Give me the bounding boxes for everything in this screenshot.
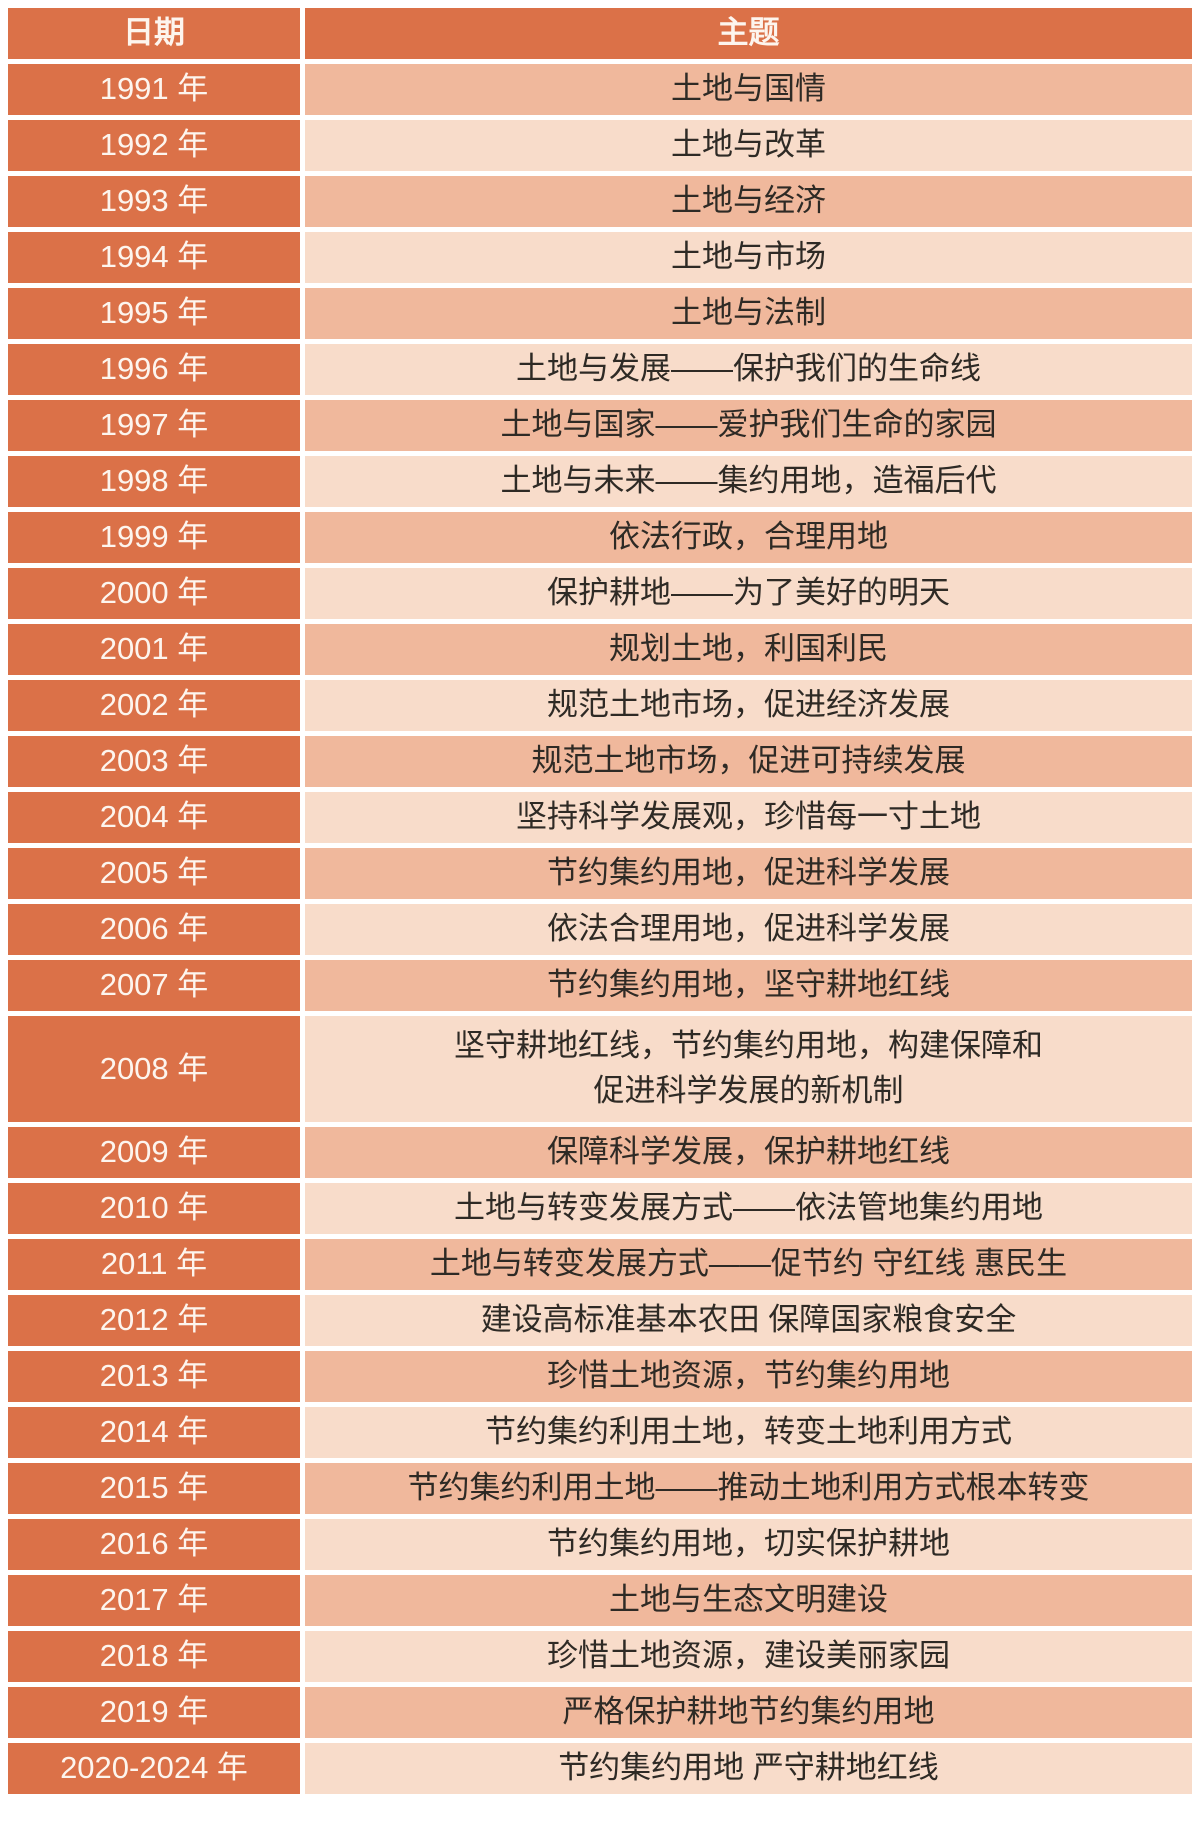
table-row-year: 1996 年 <box>8 344 300 395</box>
table-row-year: 2001 年 <box>8 624 300 675</box>
table-row-topic: 土地与生态文明建设 <box>305 1575 1192 1626</box>
table-row-year: 1999 年 <box>8 512 300 563</box>
table-row-topic: 节约集约用地，切实保护耕地 <box>305 1519 1192 1570</box>
table-row-year: 2011 年 <box>8 1239 300 1290</box>
table-row-year: 2013 年 <box>8 1351 300 1402</box>
table-row-topic: 依法合理用地，促进科学发展 <box>305 904 1192 955</box>
table-row-topic: 依法行政，合理用地 <box>305 512 1192 563</box>
table-row-year: 2015 年 <box>8 1463 300 1514</box>
table-row-year: 2018 年 <box>8 1631 300 1682</box>
table-row-year: 2008 年 <box>8 1016 300 1122</box>
table-row-year: 2005 年 <box>8 848 300 899</box>
table-row-year: 1993 年 <box>8 176 300 227</box>
table-row-topic: 建设高标准基本农田 保障国家粮食安全 <box>305 1295 1192 1346</box>
column-header-date: 日期 <box>8 8 300 59</box>
table-row-year: 2020-2024 年 <box>8 1743 300 1794</box>
table-row-topic: 土地与国情 <box>305 64 1192 115</box>
table-row-year: 2007 年 <box>8 960 300 1011</box>
table-row-year: 1997 年 <box>8 400 300 451</box>
table-row-topic: 规范土地市场，促进可持续发展 <box>305 736 1192 787</box>
table-row-year: 2006 年 <box>8 904 300 955</box>
table-row-year: 2002 年 <box>8 680 300 731</box>
theme-table: 日期 主题 1991 年土地与国情 1992 年土地与改革 1993 年土地与经济 1… <box>8 8 1192 1794</box>
table-row-topic: 土地与改革 <box>305 120 1192 171</box>
table-row-topic: 规划土地，利国利民 <box>305 624 1192 675</box>
table-row-topic: 严格保护耕地节约集约用地 <box>305 1687 1192 1738</box>
table-row-year: 2016 年 <box>8 1519 300 1570</box>
table-row-year: 2017 年 <box>8 1575 300 1626</box>
table-row-topic: 节约集约用地 严守耕地红线 <box>305 1743 1192 1794</box>
table-row-topic: 坚持科学发展观，珍惜每一寸土地 <box>305 792 1192 843</box>
table-row-topic: 土地与转变发展方式——依法管地集约用地 <box>305 1183 1192 1234</box>
table-row-topic: 珍惜土地资源，节约集约用地 <box>305 1351 1192 1402</box>
table-row-topic: 坚守耕地红线，节约集约用地，构建保障和 促进科学发展的新机制 <box>305 1016 1192 1122</box>
table-row-year: 2012 年 <box>8 1295 300 1346</box>
column-header-topic: 主题 <box>305 8 1192 59</box>
table-row-topic: 土地与市场 <box>305 232 1192 283</box>
table-row-year: 2004 年 <box>8 792 300 843</box>
table-row-topic: 保护耕地——为了美好的明天 <box>305 568 1192 619</box>
table-row-topic: 节约集约用地，坚守耕地红线 <box>305 960 1192 1011</box>
table-row-year: 2000 年 <box>8 568 300 619</box>
table-row-year: 2003 年 <box>8 736 300 787</box>
table-row-year: 1991 年 <box>8 64 300 115</box>
table-row-topic: 节约集约利用土地，转变土地利用方式 <box>305 1407 1192 1458</box>
table-row-year: 2009 年 <box>8 1127 300 1178</box>
table-row-topic: 土地与未来——集约用地，造福后代 <box>305 456 1192 507</box>
table-row-year: 2010 年 <box>8 1183 300 1234</box>
table-row-topic: 规范土地市场，促进经济发展 <box>305 680 1192 731</box>
table-row-topic: 土地与发展——保护我们的生命线 <box>305 344 1192 395</box>
table-row-year: 1994 年 <box>8 232 300 283</box>
table-row-year: 1992 年 <box>8 120 300 171</box>
table-row-topic: 土地与转变发展方式——促节约 守红线 惠民生 <box>305 1239 1192 1290</box>
table-row-topic: 节约集约用地，促进科学发展 <box>305 848 1192 899</box>
table-row-year: 1998 年 <box>8 456 300 507</box>
table-row-year: 2014 年 <box>8 1407 300 1458</box>
table-row-topic: 节约集约利用土地——推动土地利用方式根本转变 <box>305 1463 1192 1514</box>
table-row-topic: 土地与国家——爱护我们生命的家园 <box>305 400 1192 451</box>
table-row-topic: 土地与经济 <box>305 176 1192 227</box>
table-row-year: 1995 年 <box>8 288 300 339</box>
table-row-topic: 保障科学发展，保护耕地红线 <box>305 1127 1192 1178</box>
table-row-topic: 土地与法制 <box>305 288 1192 339</box>
table-row-topic: 珍惜土地资源，建设美丽家园 <box>305 1631 1192 1682</box>
table-row-year: 2019 年 <box>8 1687 300 1738</box>
